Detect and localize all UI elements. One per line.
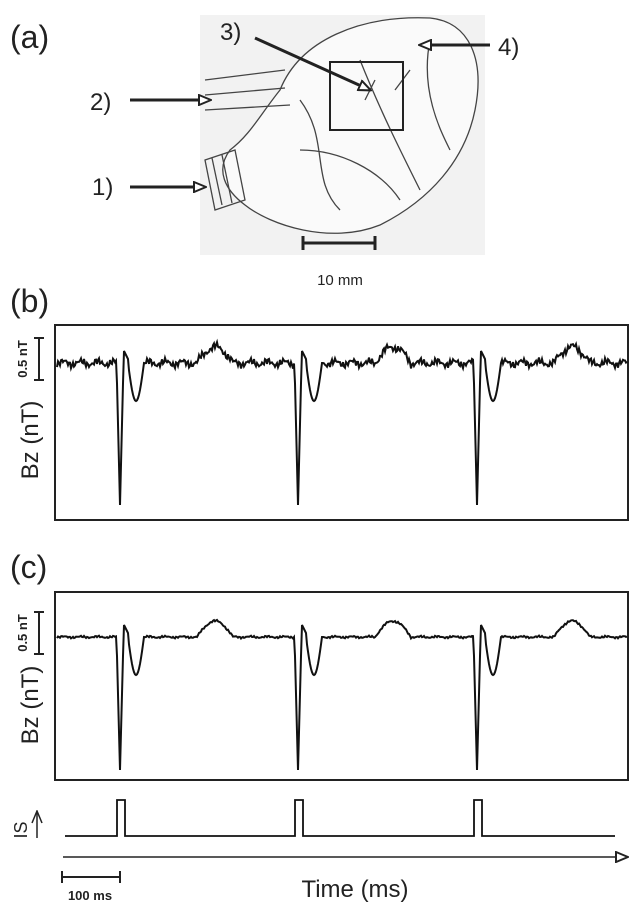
scale-label: 0.5 nT [15,614,30,652]
trace-frame [54,591,629,781]
scale-bar [34,611,44,655]
trace [56,338,628,506]
scale-label: 10 mm [317,272,363,289]
x-label: Time (ms) [301,876,408,903]
arrow-label: 1) [92,174,113,201]
panel-label: (b) [10,283,49,319]
scale-bar [301,236,377,250]
y-label: Bz (nT) [17,401,44,480]
panel-label: (c) [10,549,47,585]
heart-drawing [200,15,485,255]
trace-frame [54,324,629,521]
stimulus-trace [65,799,615,837]
scale-label: 0.5 nT [15,340,30,378]
trace [56,618,628,771]
arrow-label: 4) [498,34,519,61]
scale-label: 100 ms [68,888,112,903]
scale-bar [34,337,44,381]
arrow-label: 3) [220,19,241,46]
arrow [254,36,370,90]
arrow-label: 2) [90,89,111,116]
stimulus-label: IS [11,821,31,838]
panel-label: (a) [10,19,49,55]
scale-bar [61,871,121,883]
y-label: Bz (nT) [17,666,44,745]
